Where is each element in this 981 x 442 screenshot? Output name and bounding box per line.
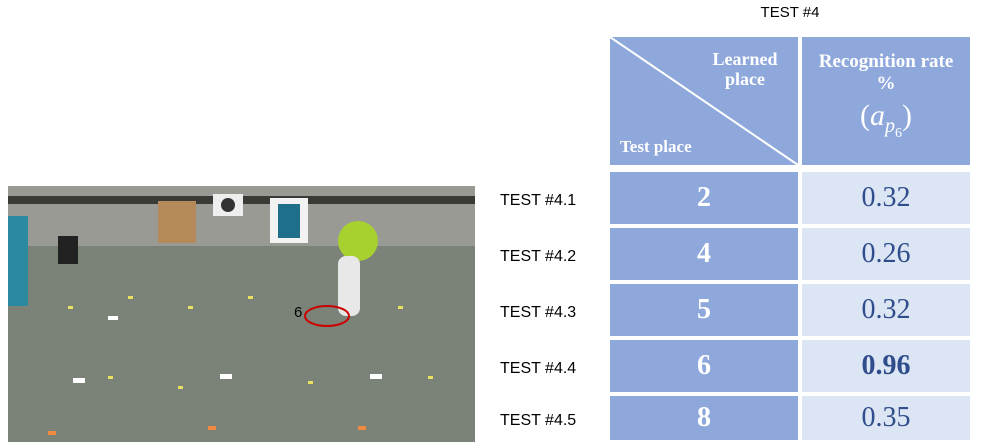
learned-place: Learned place (712, 49, 778, 89)
row-label: TEST #4.1 (500, 192, 577, 209)
photo: 6 (8, 186, 475, 442)
rate-cell: 0.35 (802, 396, 970, 440)
row-label: TEST #4.2 (500, 248, 577, 265)
formula-close: ) (902, 99, 912, 132)
formula-subsub: 6 (895, 126, 902, 141)
rate-header: Recognition rate % (ap6) (802, 37, 970, 165)
table-title: TEST #4 (760, 4, 820, 21)
test-place: Test place (620, 137, 692, 156)
test-place-cell: 6 (610, 340, 798, 392)
row-label: TEST #4.3 (500, 304, 577, 321)
test-place-cell: 8 (610, 396, 798, 440)
formula-open: ( (860, 99, 870, 132)
marker-label: 6 (294, 304, 302, 321)
rate-label: Recognition rate % (818, 51, 954, 94)
test-place-cell: 4 (610, 228, 798, 280)
row-label: TEST #4.5 (500, 412, 577, 429)
corner-header: Learned place Test place (610, 37, 798, 165)
row-label: TEST #4.4 (500, 360, 577, 377)
test-place-cell: 5 (610, 284, 798, 336)
diagonal (610, 37, 798, 165)
test-place-cell: 2 (610, 172, 798, 224)
rate-cell: 0.32 (802, 284, 970, 336)
rate-cell: 0.26 (802, 228, 970, 280)
rate-cell: 0.32 (802, 172, 970, 224)
formula-base: a (870, 99, 885, 132)
rate-cell: 0.96 (802, 340, 970, 392)
formula-sub: p (885, 115, 895, 137)
formula: (ap6) (802, 99, 970, 142)
